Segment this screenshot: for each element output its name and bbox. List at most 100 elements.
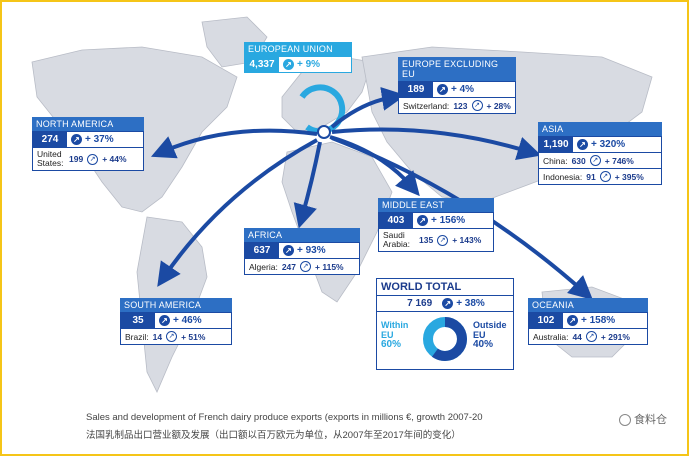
- region-growth: + 4%: [451, 84, 475, 95]
- country-row: Saudi Arabia: 135 ↗ + 143%: [378, 229, 494, 252]
- country-name: United States:: [37, 149, 64, 168]
- growth-arrow-icon: ↗: [437, 234, 449, 246]
- world-total-title: WORLD TOTAL: [377, 279, 513, 296]
- country-growth: + 28%: [486, 100, 511, 111]
- growth-arrow-icon: ↗: [585, 331, 597, 342]
- growth-arrow-icon: ↗: [577, 139, 588, 150]
- region-value: 4,337: [245, 57, 279, 72]
- world-total-growth: + 38%: [456, 298, 485, 309]
- region-growth: + 9%: [297, 59, 321, 70]
- country-value: 14: [152, 331, 163, 342]
- country-name: Saudi Arabia:: [383, 230, 410, 249]
- world-total-value: 7 169: [407, 298, 433, 309]
- caption-english: Sales and development of French dairy pr…: [86, 412, 483, 423]
- growth-arrow-icon: ↗: [599, 171, 611, 182]
- within-eu-label: Within EU: [381, 320, 409, 340]
- watermark-text: 食料仓: [634, 414, 667, 426]
- arrow-asia: [331, 127, 542, 160]
- region-value: 35: [121, 313, 155, 328]
- growth-arrow-icon: ↗: [437, 84, 448, 95]
- region-south-america: SOUTH AMERICA 35 ↗ + 46% Brazil: 14 ↗ + 5…: [120, 298, 232, 345]
- region-name: AFRICA: [244, 228, 360, 242]
- region-africa: AFRICA 637 ↗ + 93% Algeria: 247 ↗ + 115%: [244, 228, 360, 275]
- region-name: ASIA: [538, 122, 662, 136]
- region-growth: + 158%: [581, 315, 616, 326]
- region-growth: + 93%: [297, 245, 326, 256]
- region-growth: + 37%: [85, 134, 114, 145]
- country-name: Algeria:: [249, 261, 278, 272]
- region-growth: + 46%: [173, 315, 202, 326]
- world-total-panel: WORLD TOTAL 7 169 ↗ + 38% Within EU 60% O…: [376, 278, 514, 370]
- growth-arrow-icon: ↗: [300, 261, 312, 272]
- country-value: 199: [69, 154, 84, 164]
- country-value: 123: [453, 100, 468, 111]
- country-row: Switzerland: 123 ↗ + 28%: [398, 98, 516, 114]
- growth-arrow-icon: ↗: [417, 215, 428, 226]
- arrow-africa: [293, 141, 322, 229]
- within-eu-value: 60%: [381, 339, 402, 350]
- country-growth: + 291%: [600, 331, 630, 342]
- growth-arrow-icon: ↗: [159, 315, 170, 326]
- world-total-donut: [423, 317, 467, 361]
- country-row: Australia: 44 ↗ + 291%: [528, 329, 648, 345]
- country-name: Australia:: [533, 331, 569, 342]
- country-value: 44: [572, 331, 582, 342]
- region-name: OCEANIA: [528, 298, 648, 312]
- growth-arrow-icon: ↗: [589, 155, 601, 166]
- france-marker: [317, 125, 331, 139]
- growth-arrow-icon: ↗: [283, 245, 294, 256]
- region-europe-excluding-eu: EUROPE EXCLUDING EU 189 ↗ + 4% Switzerlan…: [398, 57, 516, 114]
- wechat-icon: [618, 414, 631, 427]
- region-name: NORTH AMERICA: [32, 117, 144, 131]
- region-value: 403: [379, 213, 413, 228]
- arrow-south-america: [157, 138, 318, 287]
- country-growth: + 746%: [604, 155, 634, 166]
- outside-eu-label: Outside EU: [473, 320, 507, 340]
- region-value: 637: [245, 243, 279, 258]
- region-value: 1,190: [539, 137, 573, 152]
- country-row: Brazil: 14 ↗ + 51%: [120, 329, 232, 345]
- country-row: China: 630 ↗ + 746%: [538, 153, 662, 169]
- country-value: 135: [419, 235, 434, 245]
- growth-arrow-icon: ↗: [166, 331, 178, 342]
- growth-arrow-icon: ↗: [87, 153, 99, 165]
- country-name: Indonesia:: [543, 171, 583, 182]
- region-growth: + 320%: [591, 139, 626, 150]
- growth-arrow-icon: ↗: [471, 100, 483, 111]
- region-european-union: EUROPEAN UNION 4,337 ↗ + 9%: [244, 42, 352, 73]
- country-name: Switzerland:: [403, 100, 450, 111]
- watermark: 食料仓: [618, 411, 667, 427]
- outside-eu-value: 40%: [473, 339, 494, 350]
- region-growth: + 156%: [431, 215, 466, 226]
- caption-chinese: 法国乳制品出口营业额及发展（出口额以百万欧元为单位，从2007年至2017年间的…: [86, 430, 461, 441]
- country-value: 247: [281, 261, 297, 272]
- country-growth: + 51%: [181, 331, 206, 342]
- region-oceania: OCEANIA 102 ↗ + 158% Australia: 44 ↗ + 29…: [528, 298, 648, 345]
- region-value: 274: [33, 132, 67, 147]
- country-row: Algeria: 247 ↗ + 115%: [244, 259, 360, 275]
- country-value: 91: [586, 171, 596, 182]
- arrow-north-america: [150, 128, 318, 159]
- region-name: SOUTH AMERICA: [120, 298, 232, 312]
- country-growth: + 143%: [452, 235, 482, 245]
- growth-arrow-icon: ↗: [283, 59, 294, 70]
- growth-arrow-icon: ↗: [442, 298, 454, 309]
- region-middle-east: MIDDLE EAST 403 ↗ + 156% Saudi Arabia: 13…: [378, 198, 494, 252]
- country-name: Brazil:: [125, 331, 149, 342]
- donut-within-eu: [423, 317, 467, 361]
- country-growth: + 115%: [315, 261, 344, 272]
- region-name: EUROPE EXCLUDING EU: [398, 57, 516, 81]
- country-name: China:: [543, 155, 568, 166]
- country-row: United States: 199 ↗ + 44%: [32, 148, 144, 171]
- arrow-europe-ex-eu: [330, 87, 406, 129]
- region-north-america: NORTH AMERICA 274 ↗ + 37% United States: …: [32, 117, 144, 171]
- region-name: EUROPEAN UNION: [244, 42, 352, 56]
- region-name: MIDDLE EAST: [378, 198, 494, 212]
- region-asia: ASIA 1,190 ↗ + 320% China: 630 ↗ + 746% I…: [538, 122, 662, 185]
- country-value: 630: [571, 155, 586, 166]
- country-growth: + 395%: [614, 171, 644, 182]
- growth-arrow-icon: ↗: [71, 134, 82, 145]
- country-growth: + 44%: [102, 154, 127, 164]
- country-row: Indonesia: 91 ↗ + 395%: [538, 169, 662, 185]
